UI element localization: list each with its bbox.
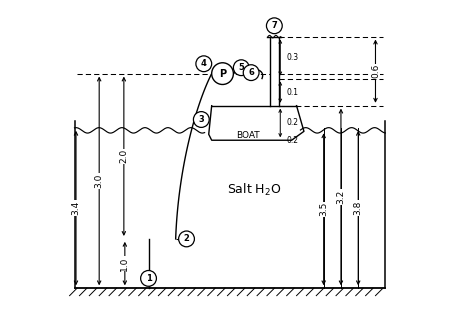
Text: 3.2: 3.2 [337, 190, 346, 204]
Text: Salt H$_2$O: Salt H$_2$O [227, 181, 282, 198]
Circle shape [234, 60, 249, 76]
Text: 0.1: 0.1 [286, 88, 298, 97]
Text: 5: 5 [238, 63, 244, 72]
Circle shape [243, 65, 259, 81]
Text: 3: 3 [198, 115, 204, 124]
Text: 6: 6 [248, 68, 254, 77]
Text: 3.4: 3.4 [72, 201, 81, 215]
Circle shape [179, 231, 194, 247]
Circle shape [196, 56, 212, 72]
Text: 1.0: 1.0 [120, 256, 129, 271]
Text: 7: 7 [271, 21, 277, 30]
Text: 3.5: 3.5 [319, 202, 328, 216]
Circle shape [212, 63, 234, 84]
Text: BOAT: BOAT [237, 131, 260, 140]
Text: 2.0: 2.0 [119, 149, 128, 163]
Text: P: P [219, 69, 226, 79]
Text: 0.2: 0.2 [286, 118, 298, 128]
Text: 3.0: 3.0 [94, 174, 104, 188]
Text: 0.3: 0.3 [286, 53, 298, 62]
Text: 2: 2 [184, 234, 189, 243]
Circle shape [194, 112, 209, 127]
Text: 0.2: 0.2 [286, 136, 298, 145]
Text: 0.6: 0.6 [371, 64, 380, 78]
Circle shape [266, 18, 282, 34]
Text: 1: 1 [146, 274, 152, 283]
Text: 4: 4 [201, 59, 207, 68]
Text: 3.8: 3.8 [354, 201, 363, 215]
Circle shape [141, 271, 157, 286]
